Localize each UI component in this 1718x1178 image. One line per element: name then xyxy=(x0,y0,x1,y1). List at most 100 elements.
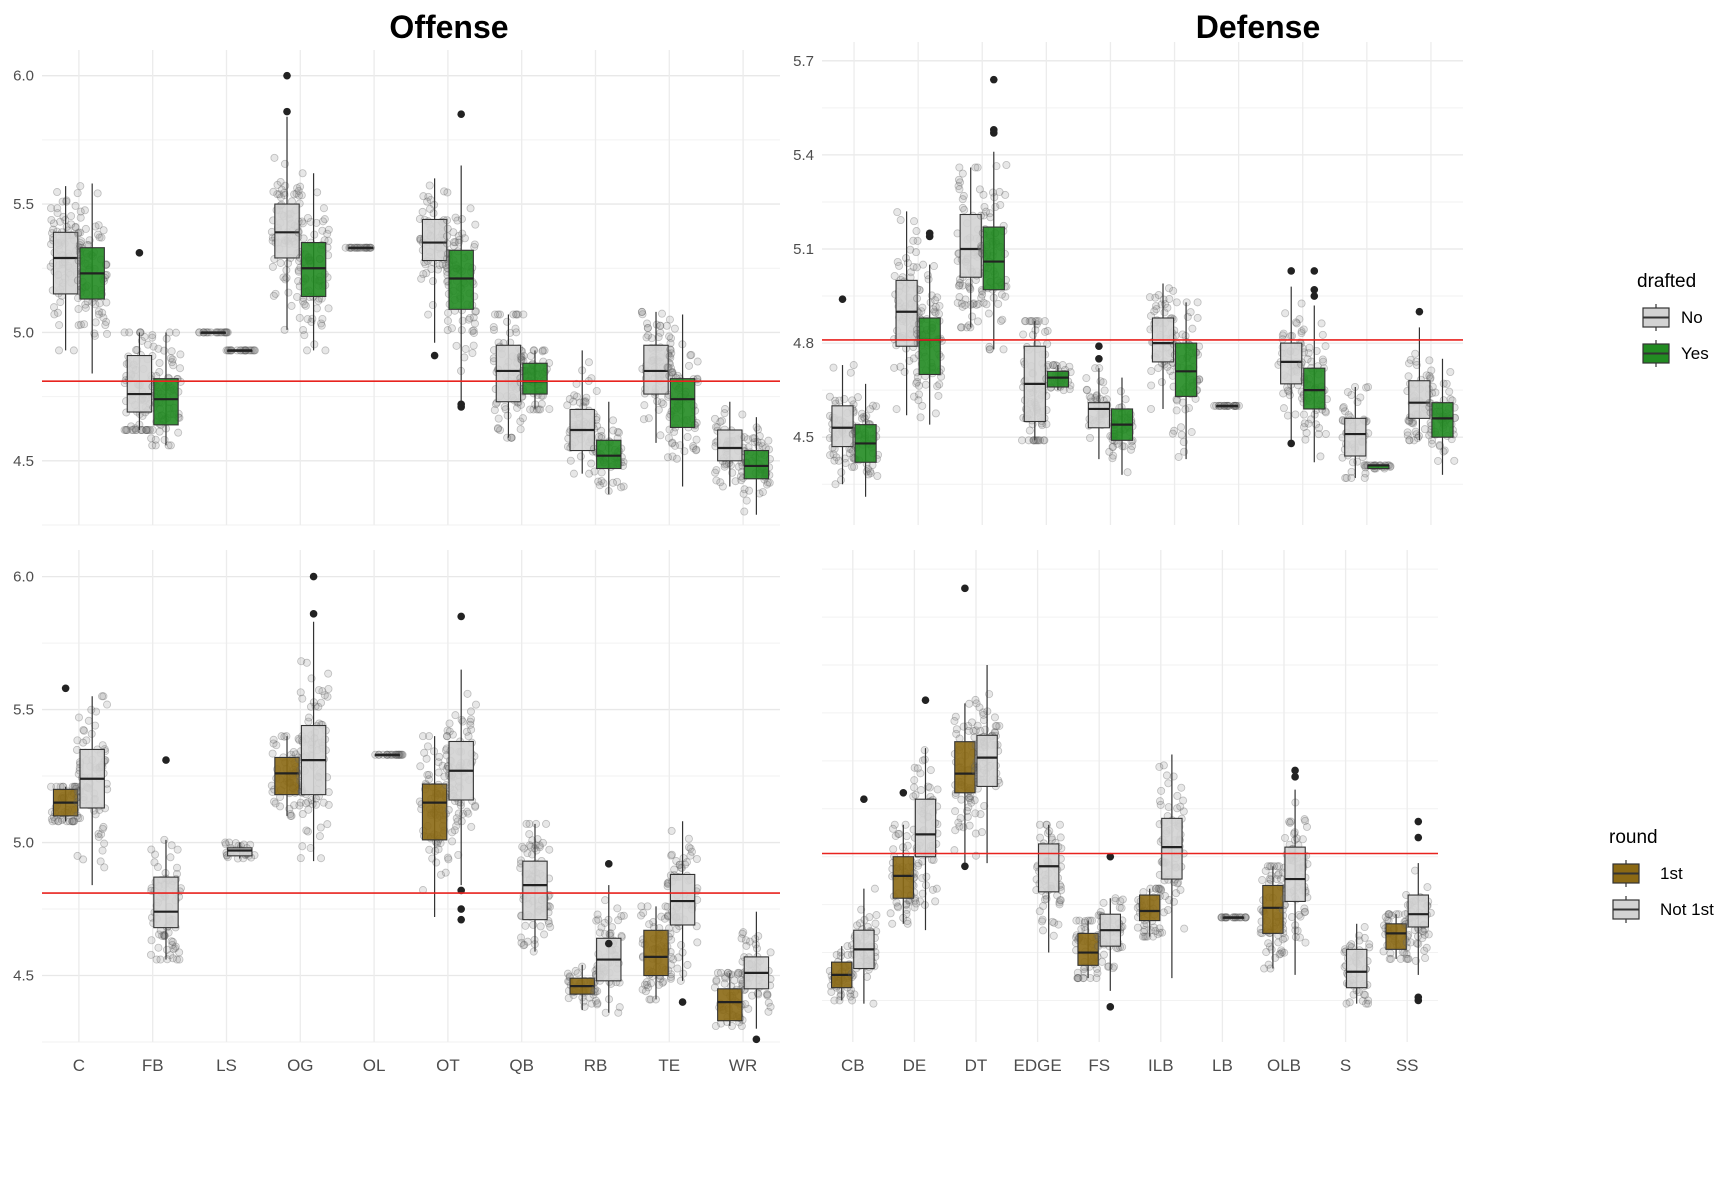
jitter-point xyxy=(683,960,692,969)
jitter-point xyxy=(1164,779,1173,788)
jitter-point xyxy=(301,799,310,808)
jitter-point xyxy=(1166,366,1175,375)
box-body xyxy=(959,213,982,278)
jitter-point xyxy=(324,225,333,234)
jitter-point xyxy=(672,454,681,463)
grid xyxy=(822,42,1463,525)
x-tick-label: EDGE xyxy=(1014,1056,1062,1075)
jitter-point xyxy=(742,941,751,950)
jitter-point xyxy=(303,346,312,355)
jitter-point xyxy=(287,301,296,310)
outlier-point xyxy=(860,795,868,803)
jitter-point xyxy=(426,204,435,213)
jitter-point xyxy=(595,481,604,490)
jitter-point xyxy=(1151,927,1160,936)
jitter-point xyxy=(979,190,988,199)
jitter-point xyxy=(519,941,528,950)
jitter-point xyxy=(1299,410,1308,419)
jitter-point xyxy=(536,922,545,931)
box-no-olb xyxy=(1274,267,1309,448)
jitter-point xyxy=(1100,386,1109,395)
jitter-point xyxy=(1193,313,1202,322)
box-body xyxy=(892,856,915,899)
jitter-point xyxy=(692,445,701,454)
jitter-point xyxy=(1356,393,1365,402)
outlier-point xyxy=(1095,342,1103,351)
jitter-point xyxy=(960,205,969,214)
jitter-point xyxy=(665,352,674,361)
jitter-point xyxy=(489,325,498,334)
jitter-point xyxy=(829,363,838,372)
jitter-point xyxy=(667,334,676,343)
jitter-point xyxy=(1093,964,1102,973)
box-body xyxy=(522,860,548,921)
jitter-point xyxy=(1318,355,1327,364)
jitter-point xyxy=(890,271,899,280)
jitter-point xyxy=(91,318,100,327)
jitter-point xyxy=(1286,817,1295,826)
jitter-point xyxy=(738,929,747,938)
jitter-point xyxy=(935,380,944,389)
jitter-point xyxy=(468,349,477,358)
jitter-point xyxy=(1188,324,1197,333)
jitter-point xyxy=(718,482,727,491)
jitter-point xyxy=(99,313,108,322)
jitter-point xyxy=(55,346,64,355)
jitter-point xyxy=(1281,309,1290,318)
jitter-point xyxy=(471,307,480,316)
jitter-point xyxy=(147,936,156,945)
jitter-point xyxy=(903,258,912,267)
jitter-point xyxy=(689,442,698,451)
jitter-point xyxy=(918,857,927,866)
jitter-point xyxy=(731,477,740,486)
jitter-point xyxy=(489,323,498,332)
jitter-point xyxy=(100,863,109,872)
jitter-point xyxy=(545,405,554,414)
jitter-point xyxy=(1298,835,1307,844)
jitter-point xyxy=(665,371,674,380)
legend-key-no xyxy=(1642,304,1670,331)
jitter-point xyxy=(53,204,62,213)
jitter-point xyxy=(931,897,940,906)
jitter-point xyxy=(435,261,444,270)
jitter-point xyxy=(1295,315,1304,324)
jitter-point xyxy=(909,354,918,363)
jitter-point xyxy=(1176,802,1185,811)
jitter-point xyxy=(1304,419,1313,428)
jitter-point xyxy=(1163,362,1172,371)
jitter-point xyxy=(613,427,622,436)
jitter-point xyxy=(1278,331,1287,340)
jitter-point xyxy=(1445,387,1454,396)
jitter-point xyxy=(895,829,904,838)
outlier-point xyxy=(1414,817,1423,826)
jitter-point xyxy=(460,353,469,362)
y-tick-label: 4.8 xyxy=(793,335,814,352)
jitter-point xyxy=(609,478,618,487)
jitter-point xyxy=(448,828,457,837)
jitter-point xyxy=(971,163,980,172)
jitter-point xyxy=(470,319,479,328)
jitter-point xyxy=(517,356,526,365)
jitter-point xyxy=(1402,938,1411,947)
jitter-point xyxy=(912,248,921,257)
y-tick-label: 5.1 xyxy=(793,241,814,258)
jitter-point xyxy=(957,323,966,332)
jitter-point xyxy=(912,379,921,388)
jitter-point xyxy=(297,191,306,200)
jitter-point xyxy=(443,188,452,197)
jitter-point xyxy=(1280,948,1289,957)
x-tick-label: C xyxy=(73,1056,85,1075)
jitter-point xyxy=(423,197,432,206)
jitter-point xyxy=(763,990,772,999)
offense-round-panel: 4.5 5.0 5.5 6.0 C FB LS OG OL OT QB RB TE WR xyxy=(13,550,780,1075)
jitter-point xyxy=(55,321,64,330)
jitter-point xyxy=(572,379,581,388)
x-tick-label: TE xyxy=(658,1056,680,1075)
jitter-point xyxy=(914,381,923,390)
jitter-point xyxy=(720,409,729,418)
jitter-point xyxy=(148,441,157,450)
jitter-point xyxy=(1162,771,1171,780)
legend-label-yes: Yes xyxy=(1681,344,1709,363)
jitter-point xyxy=(440,187,449,196)
jitter-point xyxy=(849,361,858,370)
